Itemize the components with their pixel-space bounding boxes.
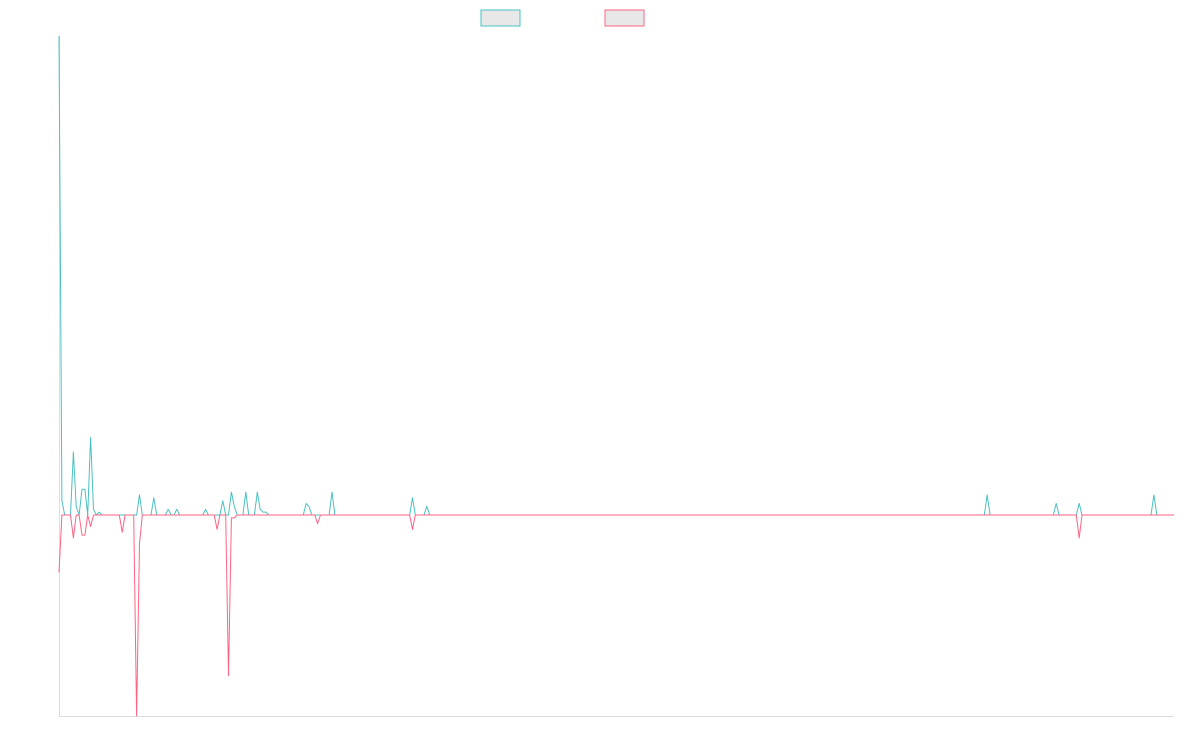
legend-swatch-series-b[interactable] [604, 9, 645, 27]
legend[interactable] [480, 9, 645, 27]
series-line-b [58, 514, 1174, 717]
series-line-a [58, 35, 1174, 516]
series-layer [58, 35, 1174, 717]
legend-swatch-series-a[interactable] [480, 9, 521, 27]
